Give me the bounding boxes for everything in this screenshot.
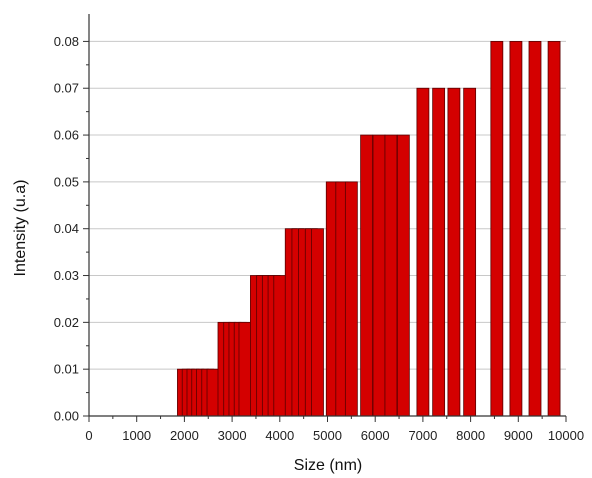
y-tick-label-1: 0.01 bbox=[54, 362, 79, 377]
bar-26 bbox=[372, 134, 386, 417]
x-tick-label-10: 10000 bbox=[548, 428, 584, 443]
bar-31 bbox=[447, 87, 461, 417]
bar-34 bbox=[509, 41, 523, 417]
x-tick-label-6: 6000 bbox=[361, 428, 390, 443]
x-tick-label-5: 5000 bbox=[313, 428, 342, 443]
bar-25 bbox=[360, 134, 374, 417]
bar-35 bbox=[528, 41, 542, 417]
bar-27 bbox=[384, 134, 398, 417]
bar-21 bbox=[311, 228, 324, 417]
x-tick-label-7: 7000 bbox=[408, 428, 437, 443]
x-ticks: 0 1000 2000 3000 4000 5000 6000 7000 8000 9000 100… bbox=[85, 416, 584, 443]
bar-32 bbox=[463, 87, 477, 417]
y-tick-label-7: 0.07 bbox=[54, 81, 79, 96]
bar-30 bbox=[432, 87, 446, 417]
y-tick-label-3: 0.03 bbox=[54, 268, 79, 283]
bar-29 bbox=[416, 87, 430, 417]
x-tick-label-4: 4000 bbox=[265, 428, 294, 443]
x-tick-label-9: 9000 bbox=[504, 428, 533, 443]
bar-33 bbox=[490, 41, 504, 417]
x-tick-label-3: 3000 bbox=[218, 428, 247, 443]
bar-11 bbox=[238, 321, 252, 417]
y-axis-label: Intensity (u.a) bbox=[12, 180, 29, 277]
x-tick-label-0: 0 bbox=[85, 428, 92, 443]
x-tick-label-2: 2000 bbox=[170, 428, 199, 443]
x-tick-label-1: 1000 bbox=[122, 428, 151, 443]
y-tick-label-5: 0.05 bbox=[54, 174, 79, 189]
bar-36 bbox=[547, 41, 561, 417]
y-tick-label-8: 0.08 bbox=[54, 34, 79, 49]
bar-24 bbox=[344, 181, 358, 417]
bar-16 bbox=[273, 275, 287, 417]
y-tick-label-4: 0.04 bbox=[54, 221, 79, 236]
x-tick-label-8: 8000 bbox=[456, 428, 485, 443]
y-ticks: 0.00 0.01 0.02 0.03 0.04 0.05 0.06 0.07 0.08 bbox=[54, 34, 89, 424]
bar-6 bbox=[206, 368, 220, 417]
bars bbox=[177, 41, 561, 417]
bar-28 bbox=[396, 134, 410, 417]
y-tick-label-0: 0.00 bbox=[54, 409, 79, 424]
x-axis-label: Size (nm) bbox=[294, 457, 362, 474]
y-tick-label-2: 0.02 bbox=[54, 315, 79, 330]
y-tick-label-6: 0.06 bbox=[54, 128, 79, 143]
